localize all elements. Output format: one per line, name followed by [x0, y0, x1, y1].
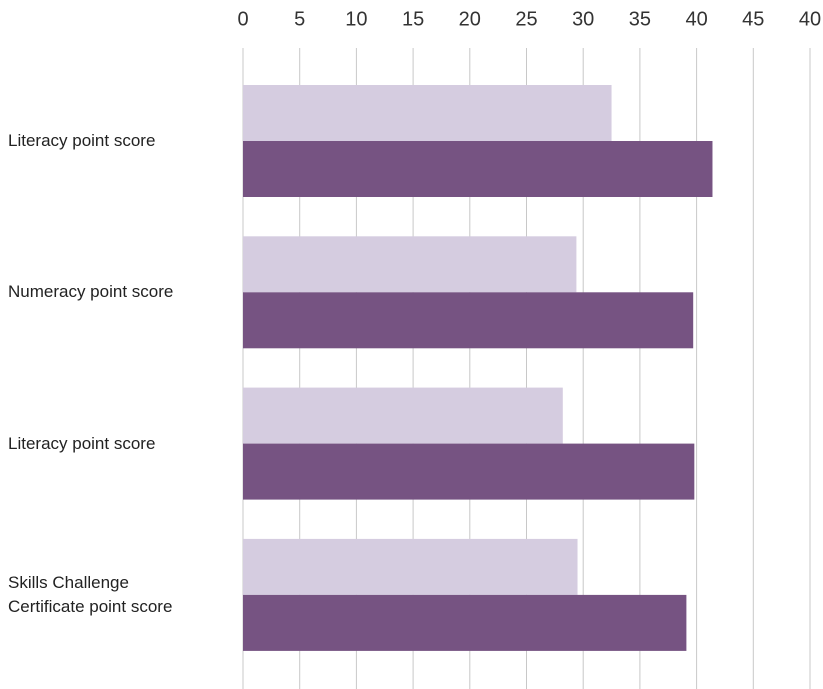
- x-tick-label: 40: [799, 8, 821, 30]
- bar: [243, 292, 694, 349]
- x-tick-label: 10: [345, 8, 367, 30]
- x-tick-label: 25: [515, 8, 537, 30]
- category-label: Numeracy point score: [8, 282, 174, 302]
- bar: [243, 387, 563, 444]
- category-label: Literacy point score: [8, 131, 156, 150]
- category-label: Skills Challenge Certificate point score: [8, 572, 173, 616]
- x-tick-label: 30: [572, 8, 594, 30]
- bar: [243, 141, 713, 197]
- x-tick-label: 40: [685, 8, 707, 30]
- bar: [243, 85, 612, 141]
- x-tick-label: 20: [459, 8, 481, 30]
- x-tick-label: 35: [629, 8, 651, 30]
- bar: [243, 236, 577, 293]
- bar: [243, 538, 578, 595]
- category-label: Literacy point score: [8, 433, 156, 453]
- bar: [243, 443, 695, 500]
- x-tick-label: 0: [237, 8, 248, 30]
- x-tick-label: 45: [742, 8, 764, 30]
- bar: [243, 594, 687, 651]
- x-tick-label: 5: [294, 8, 305, 30]
- x-tick-label: 15: [402, 8, 424, 30]
